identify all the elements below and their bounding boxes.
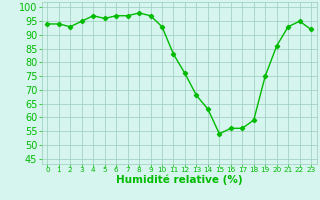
X-axis label: Humidité relative (%): Humidité relative (%) [116,174,243,185]
